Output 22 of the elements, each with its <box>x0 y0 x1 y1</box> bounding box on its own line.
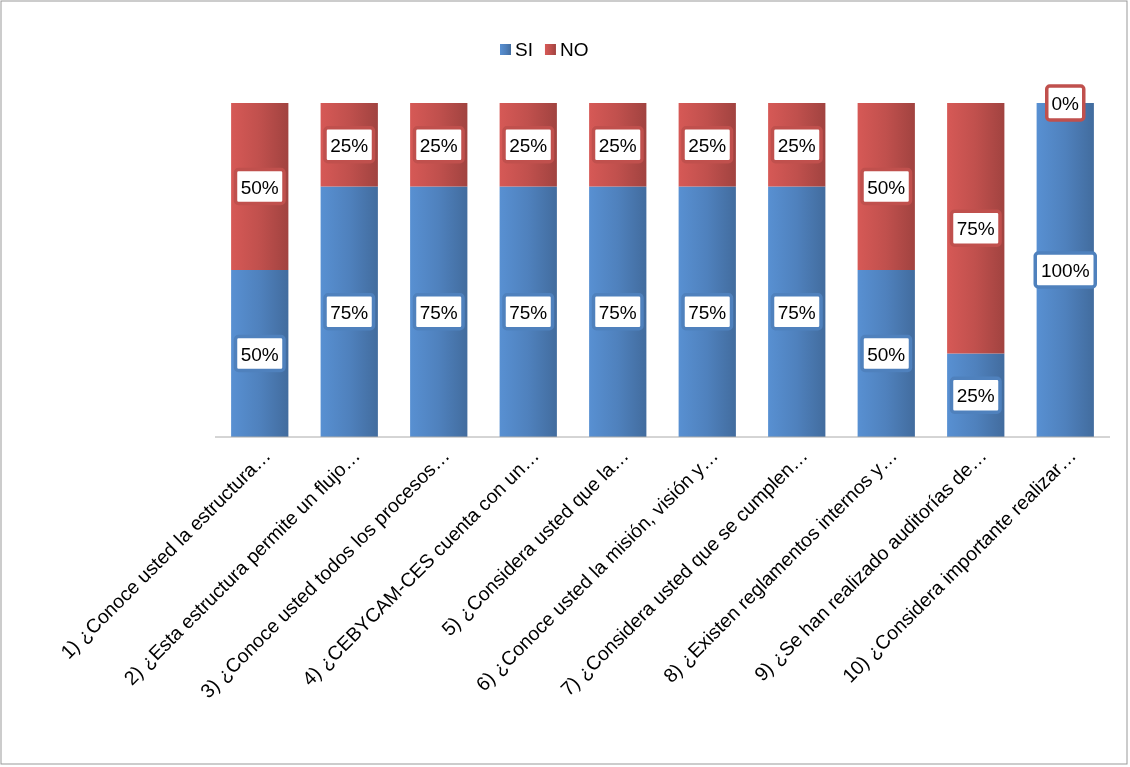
data-label: 50% <box>867 343 906 365</box>
legend-label: SI <box>515 39 533 60</box>
data-label: 75% <box>688 301 727 323</box>
legend-label: NO <box>559 39 589 60</box>
data-label: 75% <box>777 301 816 323</box>
data-label: 50% <box>867 176 906 198</box>
data-label: 25% <box>956 385 995 407</box>
data-label: 75% <box>956 218 995 240</box>
data-label: 25% <box>509 134 548 156</box>
data-label: 100% <box>1040 260 1090 281</box>
data-label: 25% <box>777 134 816 156</box>
data-label: 75% <box>419 301 458 323</box>
data-label: 25% <box>598 134 637 156</box>
data-label: 25% <box>330 134 369 156</box>
data-label: 50% <box>240 176 279 198</box>
data-label: 50% <box>240 343 279 365</box>
data-label: 75% <box>330 301 369 323</box>
data-label: 25% <box>688 134 727 156</box>
data-label: 75% <box>509 301 548 323</box>
data-label: 0% <box>1051 93 1080 114</box>
data-label: 25% <box>419 134 458 156</box>
data-label: 75% <box>598 301 637 323</box>
